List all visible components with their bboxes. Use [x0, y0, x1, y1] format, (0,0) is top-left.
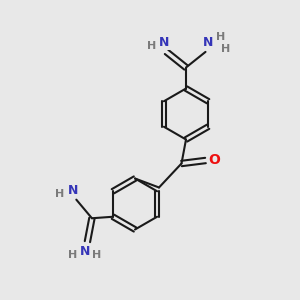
Text: H: H	[68, 250, 77, 260]
Text: N: N	[80, 245, 90, 258]
Text: H: H	[147, 41, 156, 51]
Text: O: O	[208, 154, 220, 167]
Text: H: H	[55, 189, 64, 199]
Text: H: H	[92, 250, 102, 260]
Text: N: N	[159, 36, 169, 49]
Text: N: N	[68, 184, 79, 197]
Text: H: H	[221, 44, 230, 54]
Text: N: N	[203, 36, 213, 49]
Text: H: H	[216, 32, 225, 42]
